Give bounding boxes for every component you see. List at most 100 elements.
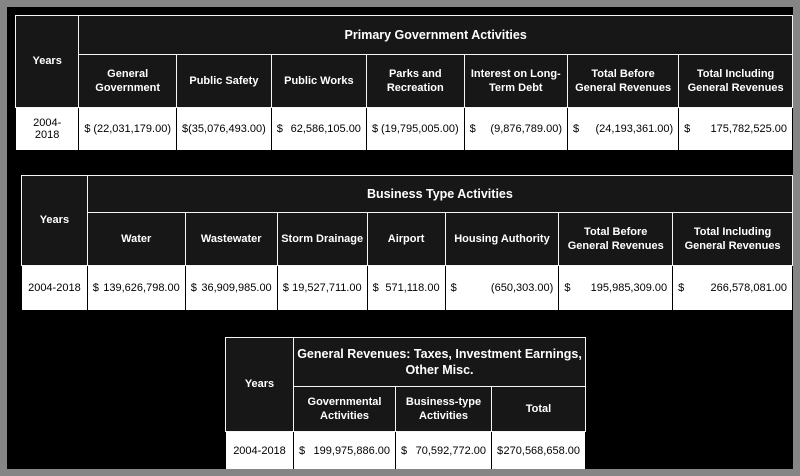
- amount-cell-storm-drainage: $ 19,527,711.00: [276, 265, 368, 311]
- amount-value: (9,876,789.00): [490, 123, 562, 135]
- amount-wrap: $ 139,626,798.00: [93, 282, 180, 294]
- column-header-row: General Government Public Safety Public …: [16, 54, 793, 108]
- column-header-business-type-activities: Business-type Activities: [395, 386, 492, 432]
- column-header-public-safety: Public Safety: [176, 54, 272, 108]
- amount-wrap: $ (35,076,493.00): [182, 123, 266, 135]
- column-header-total: Total: [491, 386, 586, 432]
- column-header-total-before-general-revenues: Total Before General Revenues: [558, 212, 674, 266]
- amount-wrap: $ 175,782,525.00: [684, 123, 787, 135]
- table-primary-government-activities: Years Primary Government Activities Gene…: [14, 15, 793, 151]
- currency-symbol: $: [92, 282, 99, 294]
- currency-symbol: $: [190, 282, 197, 294]
- currency-symbol: $: [299, 445, 306, 457]
- title-row: Years General Revenues: Taxes, Investmen…: [225, 337, 586, 432]
- amount-wrap: $ 199,975,886.00: [299, 445, 390, 457]
- amount-wrap: $ 571,118.00: [373, 282, 440, 294]
- table-title: General Revenues: Taxes, Investment Earn…: [293, 337, 586, 387]
- amount-value: 36,909,985.00: [201, 282, 272, 294]
- table-business-type-activities: Years Business Type Activities Water Was…: [21, 175, 793, 311]
- amount-wrap: $ (650,303.00): [451, 282, 554, 294]
- amount-cell-general-government: $ (22,031,179.00): [78, 107, 177, 151]
- amount-cell-total-before-general-revenues: $ (24,193,361.00): [566, 107, 680, 151]
- amount-value: (35,076,493.00): [188, 123, 266, 135]
- column-header-row: Water Wastewater Storm Drainage Airport …: [22, 212, 793, 266]
- column-header-housing-authority: Housing Authority: [444, 212, 560, 266]
- amount-value: 19,527,711.00: [292, 282, 362, 294]
- amount-cell-interest-long-term-debt: $ (9,876,789.00): [463, 107, 568, 151]
- years-header: Years: [21, 175, 88, 266]
- amount-cell-housing-authority: $ (650,303.00): [444, 265, 560, 311]
- amount-wrap: $ (24,193,361.00): [573, 123, 673, 135]
- amount-wrap: $ 62,586,105.00: [277, 123, 361, 135]
- amount-cell-governmental-activities: $ 199,975,886.00: [293, 431, 396, 469]
- amount-wrap: $ 36,909,985.00: [191, 282, 272, 294]
- data-row: 2004-2018 $ (22,031,179.00) $ (35,076,49…: [14, 107, 793, 151]
- amount-wrap: $ (9,876,789.00): [470, 123, 562, 135]
- currency-symbol: $: [497, 445, 504, 457]
- column-header-total-including-general-revenues: Total Including General Revenues: [672, 212, 793, 266]
- amount-cell-business-type-activities: $ 70,592,772.00: [395, 431, 492, 469]
- amount-cell-water: $ 139,626,798.00: [86, 265, 186, 311]
- column-header-interest-long-term-debt: Interest on Long-Term Debt: [463, 54, 568, 108]
- amount-value: 270,568,658.00: [503, 445, 580, 457]
- amount-cell-public-safety: $ (35,076,493.00): [176, 107, 272, 151]
- column-header-total-before-general-revenues: Total Before General Revenues: [566, 54, 680, 108]
- column-header-total-including-general-revenues: Total Including General Revenues: [678, 54, 793, 108]
- column-header-storm-drainage: Storm Drainage: [276, 212, 368, 266]
- currency-symbol: $: [182, 123, 189, 135]
- currency-symbol: $: [684, 123, 691, 135]
- title-row: Years Business Type Activities: [21, 175, 793, 266]
- amount-wrap: $ 270,568,658.00: [497, 445, 580, 457]
- amount-value: 571,118.00: [385, 282, 440, 294]
- currency-symbol: $: [678, 282, 685, 294]
- amount-wrap: $ 70,592,772.00: [401, 445, 486, 457]
- currency-symbol: $: [564, 282, 571, 294]
- amount-wrap: $ 266,578,081.00: [678, 282, 787, 294]
- years-header: Years: [225, 337, 294, 432]
- amount-value: 175,782,525.00: [710, 123, 787, 135]
- table-title: Business Type Activities: [86, 175, 793, 213]
- amount-value: (650,303.00): [490, 282, 554, 294]
- year-cell: 2004-2018: [21, 265, 88, 311]
- column-header-governmental-activities: Governmental Activities: [293, 386, 396, 432]
- amount-value: (24,193,361.00): [595, 123, 674, 135]
- year-cell: 2004-2018: [14, 107, 80, 151]
- amount-wrap: $ 19,527,711.00: [283, 282, 362, 294]
- column-header-water: Water: [86, 212, 186, 266]
- column-header-wastewater: Wastewater: [184, 212, 278, 266]
- year-cell: 2004-2018: [225, 431, 294, 469]
- data-row: 2004-2018 $ 139,626,798.00 $ 36,909,985.…: [21, 265, 793, 311]
- amount-cell-airport: $ 571,118.00: [366, 265, 446, 311]
- amount-value: 195,985,309.00: [590, 282, 668, 294]
- amount-value: 266,578,081.00: [710, 282, 787, 294]
- amount-value: 70,592,772.00: [415, 445, 486, 457]
- years-header: Years: [14, 15, 80, 108]
- amount-value: 199,975,886.00: [313, 445, 390, 457]
- amount-wrap: $ (19,795,005.00): [372, 123, 459, 135]
- amount-cell-total-including-general-revenues: $ 266,578,081.00: [672, 265, 793, 311]
- amount-value: 139,626,798.00: [103, 282, 180, 294]
- column-header-parks-and-recreation: Parks and Recreation: [365, 54, 465, 108]
- column-header-general-government: General Government: [78, 54, 177, 108]
- amount-wrap: $ (22,031,179.00): [84, 123, 171, 135]
- column-header-row: Governmental Activities Business-type Ac…: [226, 386, 586, 432]
- currency-symbol: $: [450, 282, 457, 294]
- column-header-airport: Airport: [366, 212, 446, 266]
- amount-cell-total-including-general-revenues: $ 175,782,525.00: [678, 107, 793, 151]
- amount-value: (22,031,179.00): [93, 123, 171, 135]
- amount-value: 62,586,105.00: [290, 123, 361, 135]
- amount-cell-parks-and-recreation: $ (19,795,005.00): [365, 107, 465, 151]
- table-general-revenues: Years General Revenues: Taxes, Investmen…: [225, 337, 586, 469]
- currency-symbol: $: [276, 123, 283, 135]
- amount-cell-total-before-general-revenues: $ 195,985,309.00: [558, 265, 674, 311]
- currency-symbol: $: [469, 123, 476, 135]
- currency-symbol: $: [372, 282, 379, 294]
- currency-symbol: $: [572, 123, 580, 135]
- currency-symbol: $: [371, 123, 379, 135]
- amount-cell-public-works: $ 62,586,105.00: [270, 107, 367, 151]
- currency-symbol: $: [282, 282, 289, 294]
- currency-symbol: $: [84, 123, 91, 135]
- amount-cell-total: $ 270,568,658.00: [491, 431, 586, 469]
- table-title: Primary Government Activities: [78, 15, 793, 55]
